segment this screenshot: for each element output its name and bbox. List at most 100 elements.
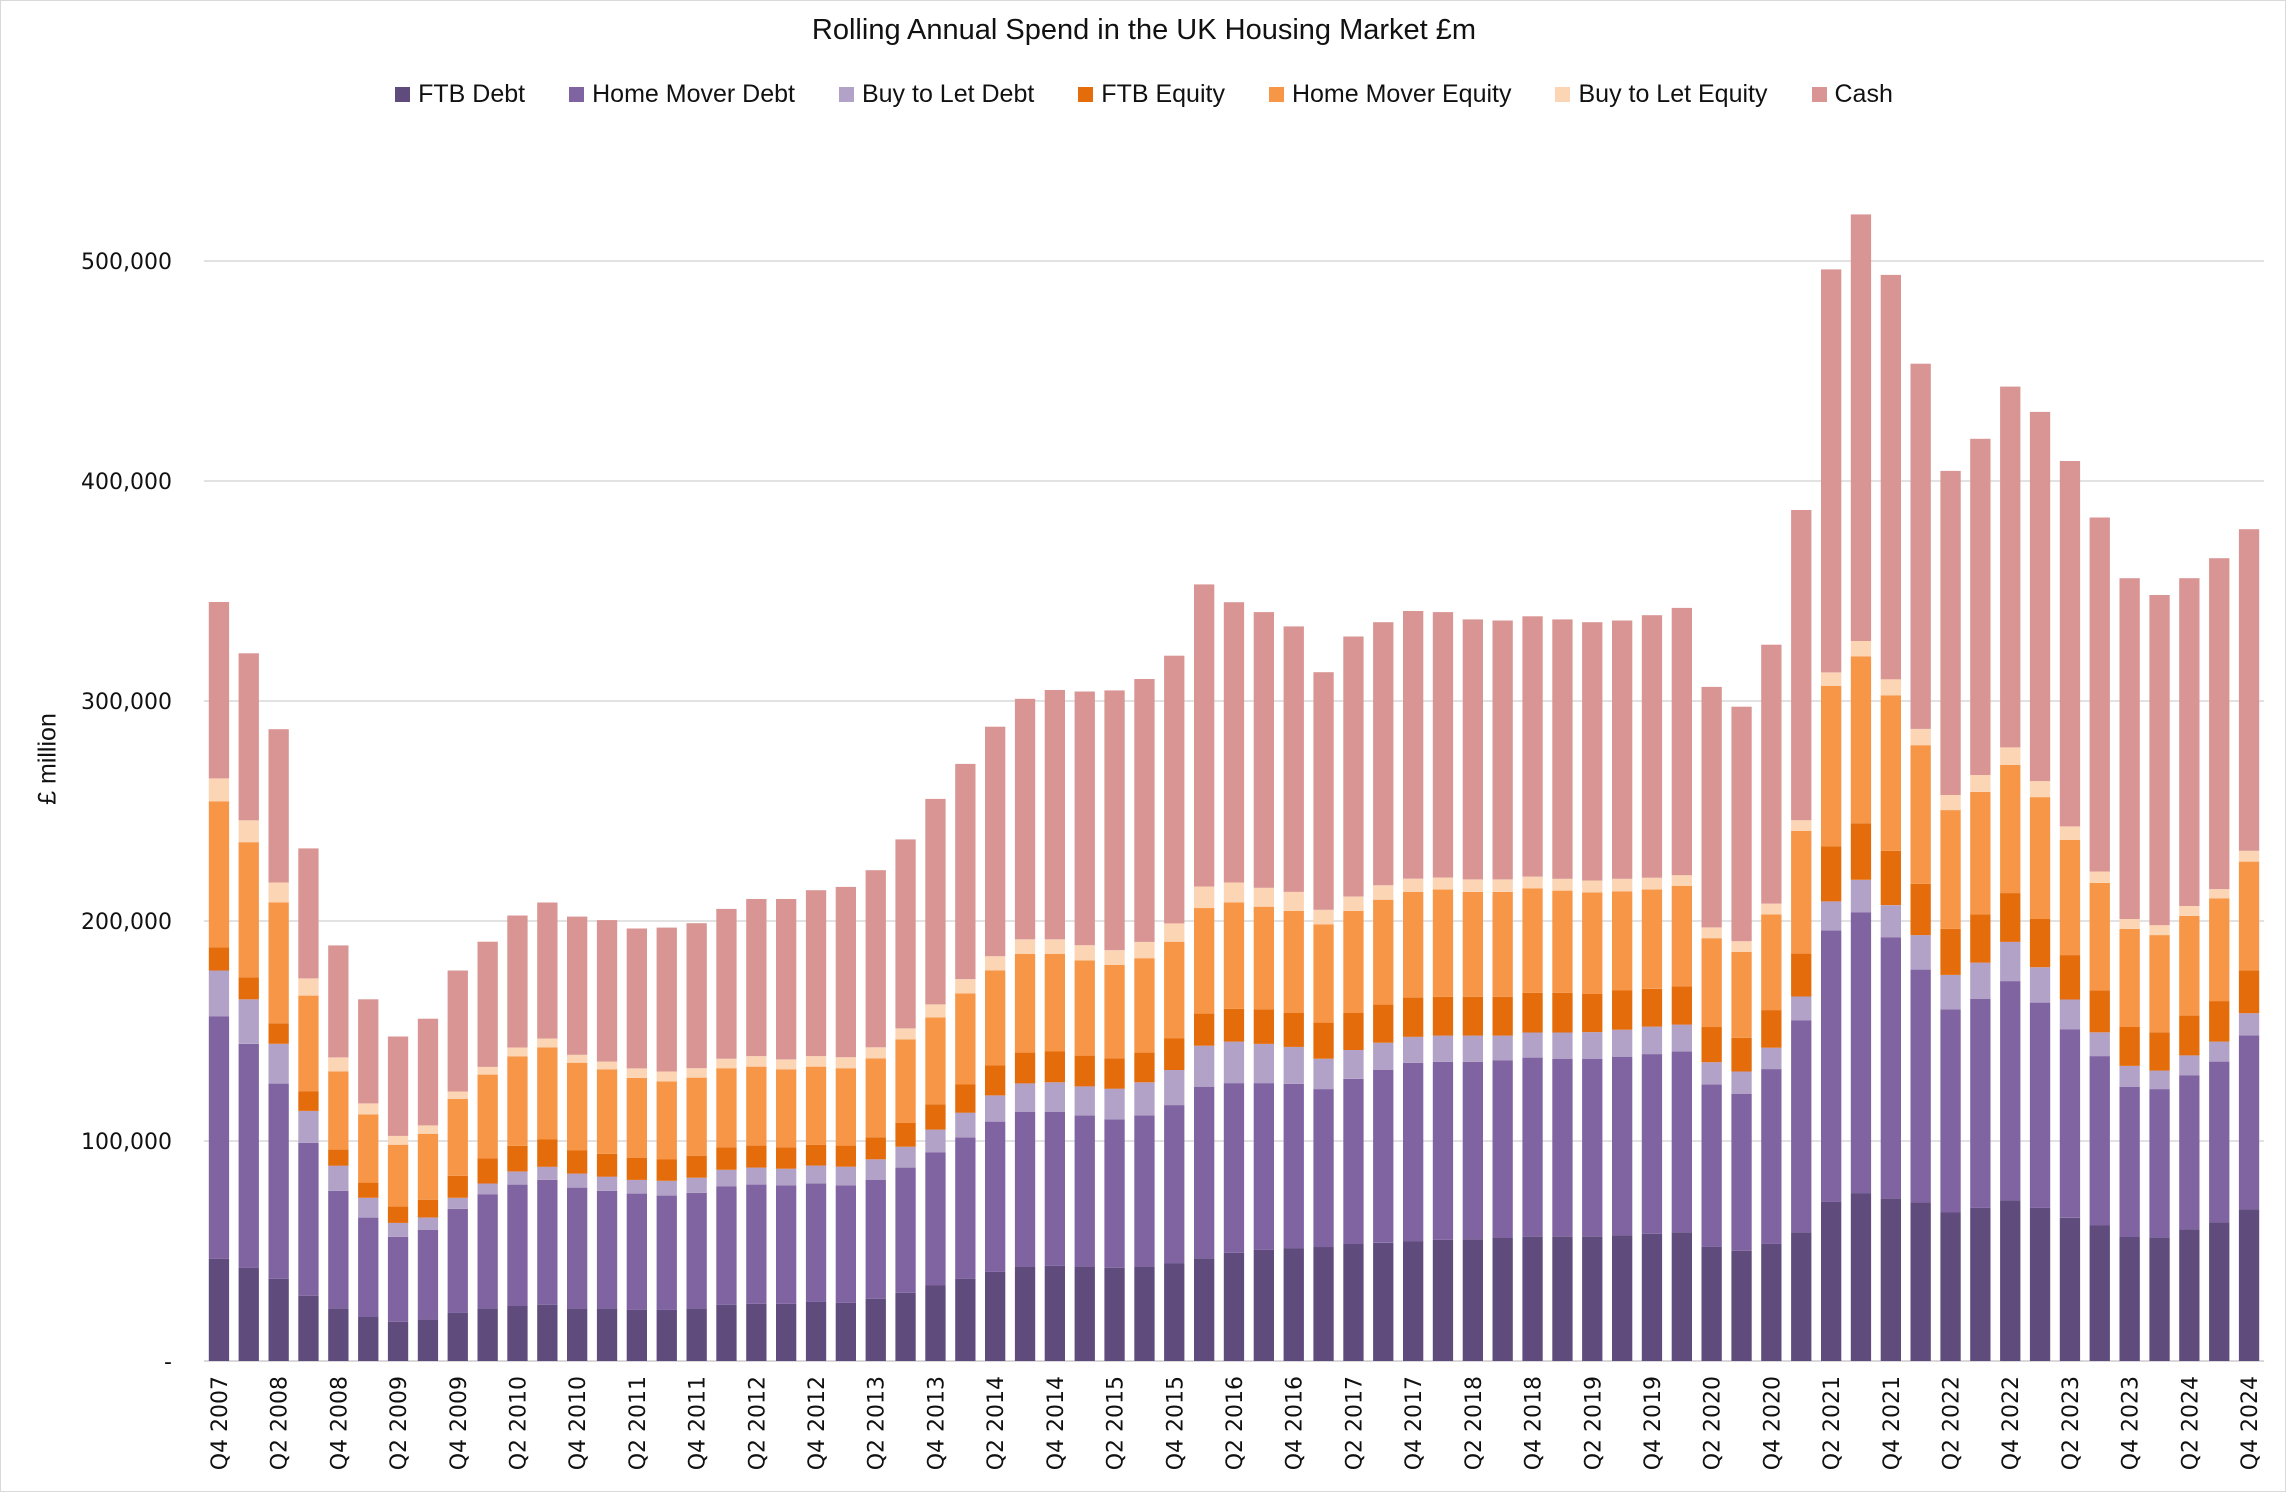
x-tick-label: Q4 2020 xyxy=(1760,1376,1785,1470)
bar-segment-cash xyxy=(358,999,379,1104)
bar-segment-cash xyxy=(1880,274,1901,680)
bar-segment-home-mover-equity xyxy=(1223,902,1245,1009)
bar-segment-ftb-debt xyxy=(268,1278,289,1361)
x-tick-label: Q4 2021 xyxy=(1880,1376,1905,1470)
bar-segment-home-mover-equity xyxy=(1701,938,1722,1028)
bar-segment-cash xyxy=(1552,619,1573,879)
bar-segment-home-mover-debt xyxy=(1134,1115,1155,1267)
bar-segment-ftb-debt xyxy=(776,1303,797,1361)
bar-segment-home-mover-equity xyxy=(1074,960,1095,1056)
bar-segment-ftb-equity xyxy=(1701,1027,1722,1063)
legend-item: FTB Equity xyxy=(1078,80,1225,109)
bar-segment-ftb-equity xyxy=(1432,996,1454,1036)
bar-segment-home-mover-equity xyxy=(1731,952,1752,1038)
bar-segment-home-mover-equity xyxy=(1104,965,1125,1059)
bar-segment-cash xyxy=(596,920,618,1062)
bar-segment-ftb-debt xyxy=(1164,1263,1185,1361)
bar-segment-home-mover-equity xyxy=(955,993,976,1085)
bar-segment-cash xyxy=(1223,602,1245,883)
bar-segment-ftb-debt xyxy=(1821,1201,1842,1361)
bar-segment-home-mover-equity xyxy=(925,1017,946,1105)
bar-segment-home-mover-equity xyxy=(2209,898,2230,1001)
bar-segment-buy-to-let-equity xyxy=(1044,939,1065,954)
bar-segment-ftb-equity xyxy=(626,1157,647,1180)
bar-segment-buy-to-let-debt xyxy=(776,1168,797,1186)
bar-segment-home-mover-debt xyxy=(1641,1054,1663,1234)
bar-segment-cash xyxy=(238,653,259,821)
bar-segment-buy-to-let-equity xyxy=(1641,877,1663,890)
bar-segment-buy-to-let-debt xyxy=(1850,879,1872,913)
bar-segment-home-mover-debt xyxy=(2209,1061,2230,1223)
bar-segment-ftb-equity xyxy=(596,1153,618,1177)
bar-segment-buy-to-let-debt xyxy=(1522,1032,1543,1058)
x-tick-label: Q2 2017 xyxy=(1342,1376,1367,1470)
bar-segment-cash xyxy=(298,848,319,979)
bar-segment-cash xyxy=(1194,584,1215,887)
bar-segment-home-mover-equity xyxy=(537,1047,558,1140)
bar-segment-ftb-debt xyxy=(1253,1249,1274,1361)
bar-segment-buy-to-let-debt xyxy=(1761,1047,1782,1069)
bar-segment-buy-to-let-equity xyxy=(2059,826,2081,840)
bar-segment-ftb-debt xyxy=(1074,1266,1095,1361)
bar-segment-ftb-debt xyxy=(537,1304,558,1361)
bar-segment-ftb-debt xyxy=(1223,1253,1245,1361)
x-tick-label: Q4 2009 xyxy=(447,1376,472,1470)
bar-segment-home-mover-debt xyxy=(686,1192,707,1309)
bar-segment-ftb-equity xyxy=(1940,928,1961,975)
bar-segment-ftb-debt xyxy=(1731,1250,1752,1361)
bar-segment-ftb-debt xyxy=(1373,1242,1394,1361)
bar-segment-home-mover-equity xyxy=(1850,656,1872,824)
bar-segment-buy-to-let-debt xyxy=(2089,1032,2110,1057)
legend-item: Buy to Let Debt xyxy=(838,80,1034,109)
bar-segment-buy-to-let-debt xyxy=(1612,1029,1633,1057)
bar-segment-buy-to-let-equity xyxy=(805,1056,827,1067)
bar-segment-ftb-debt xyxy=(387,1321,409,1361)
bar-segment-buy-to-let-equity xyxy=(447,1091,468,1099)
bar-segment-cash xyxy=(1582,622,1603,881)
bar-segment-ftb-debt xyxy=(955,1278,976,1361)
bar-segment-buy-to-let-equity xyxy=(1761,903,1782,915)
bar-segment-home-mover-equity xyxy=(238,842,259,978)
legend-swatch xyxy=(1078,87,1094,102)
x-tick-label: Q2 2014 xyxy=(984,1376,1009,1470)
bar-segment-ftb-equity xyxy=(1343,1013,1364,1050)
bar-segment-home-mover-equity xyxy=(805,1066,827,1145)
bar-segment-home-mover-equity xyxy=(1313,924,1334,1023)
bar-segment-ftb-equity xyxy=(1880,850,1901,906)
x-tick-label: Q2 2021 xyxy=(1820,1376,1845,1470)
legend-swatch xyxy=(569,87,585,102)
bar-segment-buy-to-let-equity xyxy=(746,1056,767,1067)
bar-segment-ftb-debt xyxy=(1671,1232,1692,1361)
bar-segment-ftb-equity xyxy=(1612,990,1633,1030)
bar-segment-buy-to-let-equity xyxy=(716,1058,737,1069)
bar-segment-cash xyxy=(1970,438,1991,775)
bar-segment-buy-to-let-equity xyxy=(1850,640,1872,657)
bar-segment-home-mover-equity xyxy=(865,1058,886,1138)
bar-segment-home-mover-debt xyxy=(1612,1057,1633,1236)
bar-segment-buy-to-let-debt xyxy=(2119,1066,2140,1087)
bar-segment-home-mover-debt xyxy=(1403,1062,1424,1242)
bar-segment-ftb-equity xyxy=(567,1150,588,1174)
bar-segment-buy-to-let-debt xyxy=(1044,1082,1065,1112)
bar-segment-cash xyxy=(895,839,916,1029)
bar-segment-cash xyxy=(1522,616,1543,877)
bar-segment-home-mover-equity xyxy=(686,1077,707,1156)
bar-segment-buy-to-let-equity xyxy=(1582,880,1603,893)
bar-segment-cash xyxy=(1104,690,1125,951)
bar-segment-buy-to-let-equity xyxy=(1403,878,1424,892)
bar-segment-buy-to-let-equity xyxy=(1343,896,1364,911)
bar-segment-home-mover-debt xyxy=(298,1142,319,1296)
bar-segment-buy-to-let-equity xyxy=(238,820,259,843)
bar-segment-home-mover-debt xyxy=(447,1208,468,1313)
bar-segment-buy-to-let-equity xyxy=(1223,882,1245,903)
bar-segment-cash xyxy=(1821,269,1842,673)
bar-segment-home-mover-equity xyxy=(596,1069,618,1154)
bar-segment-home-mover-debt xyxy=(805,1183,827,1302)
bar-segment-buy-to-let-equity xyxy=(1821,672,1842,686)
bar-segment-home-mover-equity xyxy=(1044,954,1065,1052)
bar-segment-ftb-equity xyxy=(1910,883,1931,936)
bar-segment-buy-to-let-equity xyxy=(1074,945,1095,961)
bar-segment-home-mover-equity xyxy=(1194,908,1215,1014)
bar-segment-ftb-debt xyxy=(1701,1246,1722,1361)
bar-segment-ftb-equity xyxy=(1492,996,1513,1036)
